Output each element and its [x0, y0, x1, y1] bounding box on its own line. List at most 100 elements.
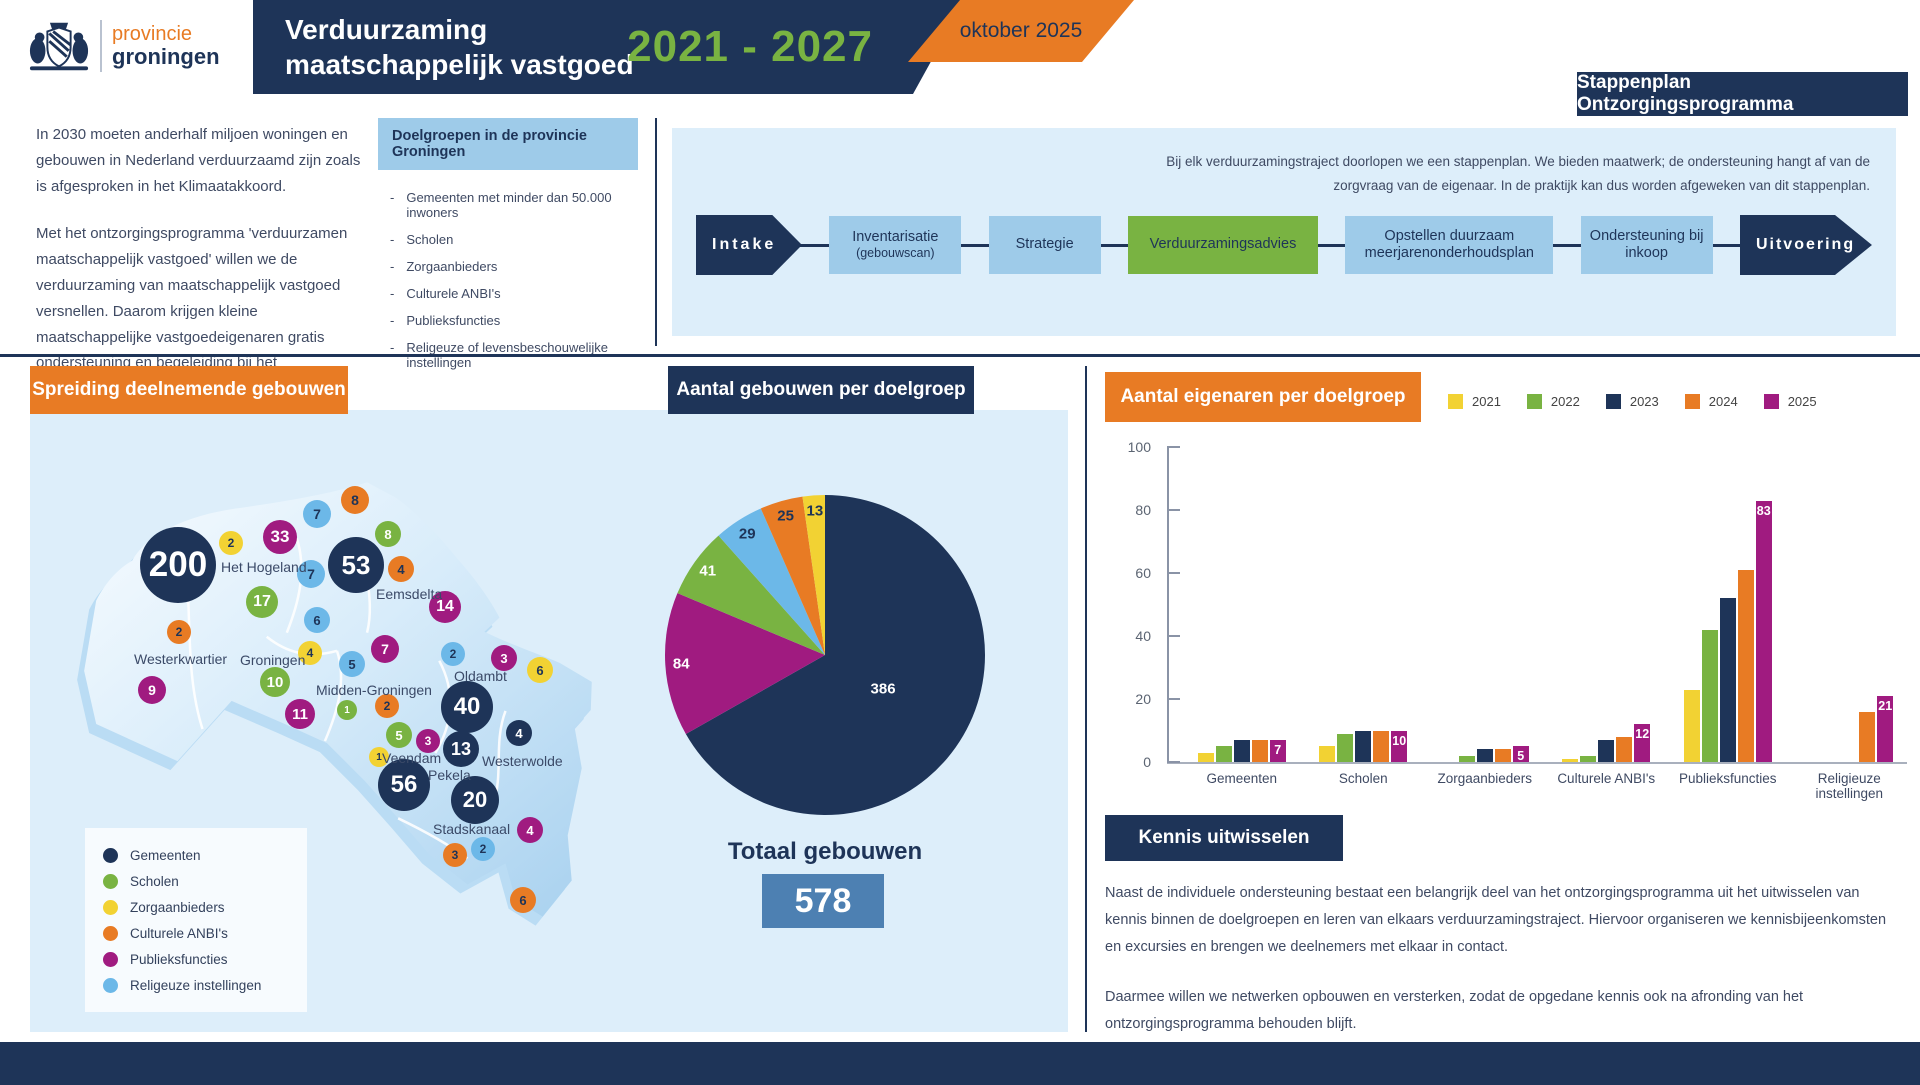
map-bubble-scholen: 8	[375, 521, 401, 547]
stappenplan-description: Bij elk verduurzamingstraject doorlopen …	[1166, 154, 1870, 194]
pie-slice-scholen	[677, 535, 825, 655]
y-tick-label: 20	[1135, 691, 1151, 707]
map-bubble-publieksfuncties: 33	[263, 520, 297, 554]
map-legend: Gemeenten Scholen Zorgaanbieders Culture…	[85, 828, 307, 1012]
bar-group: 83	[1667, 500, 1789, 762]
y-tick-mark	[1167, 761, 1180, 763]
legend-item: Religeuze instellingen	[103, 972, 289, 998]
map-bubble-religieuze: 2	[441, 642, 465, 666]
bar-2024	[1616, 736, 1633, 762]
logo-text-groningen: groningen	[112, 43, 220, 69]
bar-group: 12	[1546, 724, 1668, 762]
map-section-title: Spreiding deelnemende gebouwen	[30, 366, 348, 414]
map-bubble-publieksfuncties: 4	[517, 817, 543, 843]
y-tick-mark	[1167, 509, 1180, 511]
flow-step-arrow: Intake	[696, 215, 802, 275]
category-label: Religieuze instellingen	[1815, 771, 1884, 801]
page-title: Verduurzaming maatschappelijk vastgoed	[285, 14, 634, 80]
stappenplan-banner: Stappenplan Ontzorgingsprogramma	[1577, 72, 1908, 116]
year-legend-item: 2023	[1605, 394, 1659, 409]
pie-slice-culturele	[760, 496, 825, 655]
bar-group: 21	[1789, 695, 1911, 762]
bar-2022	[1580, 755, 1597, 762]
bar-2025: 21	[1877, 695, 1894, 762]
map-bubble-culturele: 8	[341, 486, 369, 514]
map-bubble-gemeenten: 40	[441, 681, 493, 733]
year-swatch-icon	[1763, 394, 1779, 409]
map-bubble-publieksfuncties: 3	[416, 729, 440, 753]
bar-2023	[1476, 749, 1493, 762]
bar-group: 7	[1181, 739, 1303, 762]
bar-value-label: 5	[1517, 749, 1525, 764]
category-label: Gemeenten	[1206, 771, 1278, 786]
y-tick-label: 100	[1127, 439, 1151, 455]
kennis-text: Naast de individuele ondersteuning besta…	[1105, 880, 1905, 1038]
map-bubble-gemeenten: 13	[443, 731, 479, 767]
bar-2025: 10	[1391, 730, 1408, 762]
year-label: 2024	[1708, 394, 1738, 409]
bar-2022	[1701, 629, 1718, 762]
doelgroepen-item: Zorgaanbieders	[378, 253, 638, 280]
publieksfuncties-dot-icon	[103, 951, 118, 967]
pie-svg	[665, 495, 986, 815]
pie-slice-gemeenten	[685, 495, 986, 815]
y-tick-mark	[1167, 446, 1180, 448]
map-bubble-gemeenten: 53	[328, 537, 384, 593]
religieuze-dot-icon	[103, 977, 118, 993]
title-banner: Verduurzaming maatschappelijk vastgoed 2…	[253, 0, 965, 94]
year-label: 2021	[1472, 394, 1501, 409]
pie-labels: 386 84 41 29 25 13	[660, 490, 990, 820]
map-bubble-religieuze: 5	[339, 651, 365, 677]
map-bubble-religieuze: 2	[471, 837, 495, 861]
pie-value-label: 84	[672, 655, 690, 673]
map-bubble-zorgaanbieders: 1	[369, 747, 389, 767]
map-bubble-scholen: 17	[246, 586, 278, 618]
year-swatch-icon	[1526, 394, 1542, 409]
doelgroepen-list: Gemeenten met minder dan 50.000 inwoners…	[378, 184, 638, 376]
municipality-label: Westerkwartier	[134, 651, 228, 667]
bar-chart-legend: 2021 2022 2023 2024 2025	[1448, 394, 1817, 409]
bar-2025: 12	[1634, 724, 1651, 762]
map-bubble-publieksfuncties: 3	[491, 645, 517, 671]
year-swatch-icon	[1448, 394, 1463, 409]
bar-2022	[1215, 746, 1232, 762]
category-label: Zorgaanbieders	[1437, 771, 1533, 786]
y-tick-label: 80	[1135, 502, 1151, 518]
intro-text: In 2030 moeten anderhalf miljoen woninge…	[36, 122, 374, 402]
year-legend-item: 2021	[1448, 394, 1501, 409]
bar-value-label: 12	[1635, 727, 1650, 742]
map-bubble-gemeenten: 20	[451, 776, 499, 824]
footer-bar	[0, 1042, 1920, 1085]
pie-value-label: 386	[870, 680, 896, 698]
bar-2021	[1683, 689, 1700, 762]
map-bubble-culturele: 4	[388, 556, 414, 582]
bar-2025: 7	[1269, 739, 1286, 762]
kennis-section-title: Kennis uitwisselen	[1105, 815, 1343, 861]
category-label: Publieksfuncties	[1678, 771, 1777, 786]
pie-slice-zorgaanbieders	[802, 495, 825, 655]
bar-2024	[1859, 711, 1876, 762]
vertical-divider	[1085, 366, 1087, 1032]
y-tick-label: 60	[1135, 565, 1151, 581]
map-bubble-gemeenten: 4	[506, 720, 532, 746]
bar-group: 5	[1424, 746, 1546, 764]
intro-paragraph-2: Met het ontzorgingsprogramma 'verduurzam…	[36, 225, 348, 397]
municipality-label: Eemsdelta	[376, 586, 443, 602]
y-axis	[1167, 447, 1169, 762]
map-bubble-gemeenten: 200	[140, 527, 216, 603]
bar-2022	[1337, 733, 1354, 762]
map-bubble-publieksfuncties: 11	[285, 699, 315, 729]
legend-item: Gemeenten	[103, 842, 289, 868]
map-bubble-scholen: 1	[337, 700, 357, 720]
legend-item: Zorgaanbieders	[103, 894, 289, 920]
doelgroepen-item: Gemeenten met minder dan 50.000 inwoners	[378, 184, 638, 226]
map-bubble-scholen: 5	[386, 722, 412, 748]
crest-icon	[29, 22, 89, 71]
top-section-divider	[655, 118, 657, 346]
bar-section-title: Aantal eigenaren per doelgroep	[1105, 372, 1421, 422]
municipality-label: Groningen	[240, 652, 306, 668]
map-bubble-zorgaanbieders: 6	[527, 657, 553, 683]
pie-value-label: 13	[806, 502, 824, 520]
scholen-dot-icon	[103, 873, 118, 889]
pie-slice-publieksfuncties	[665, 593, 825, 734]
